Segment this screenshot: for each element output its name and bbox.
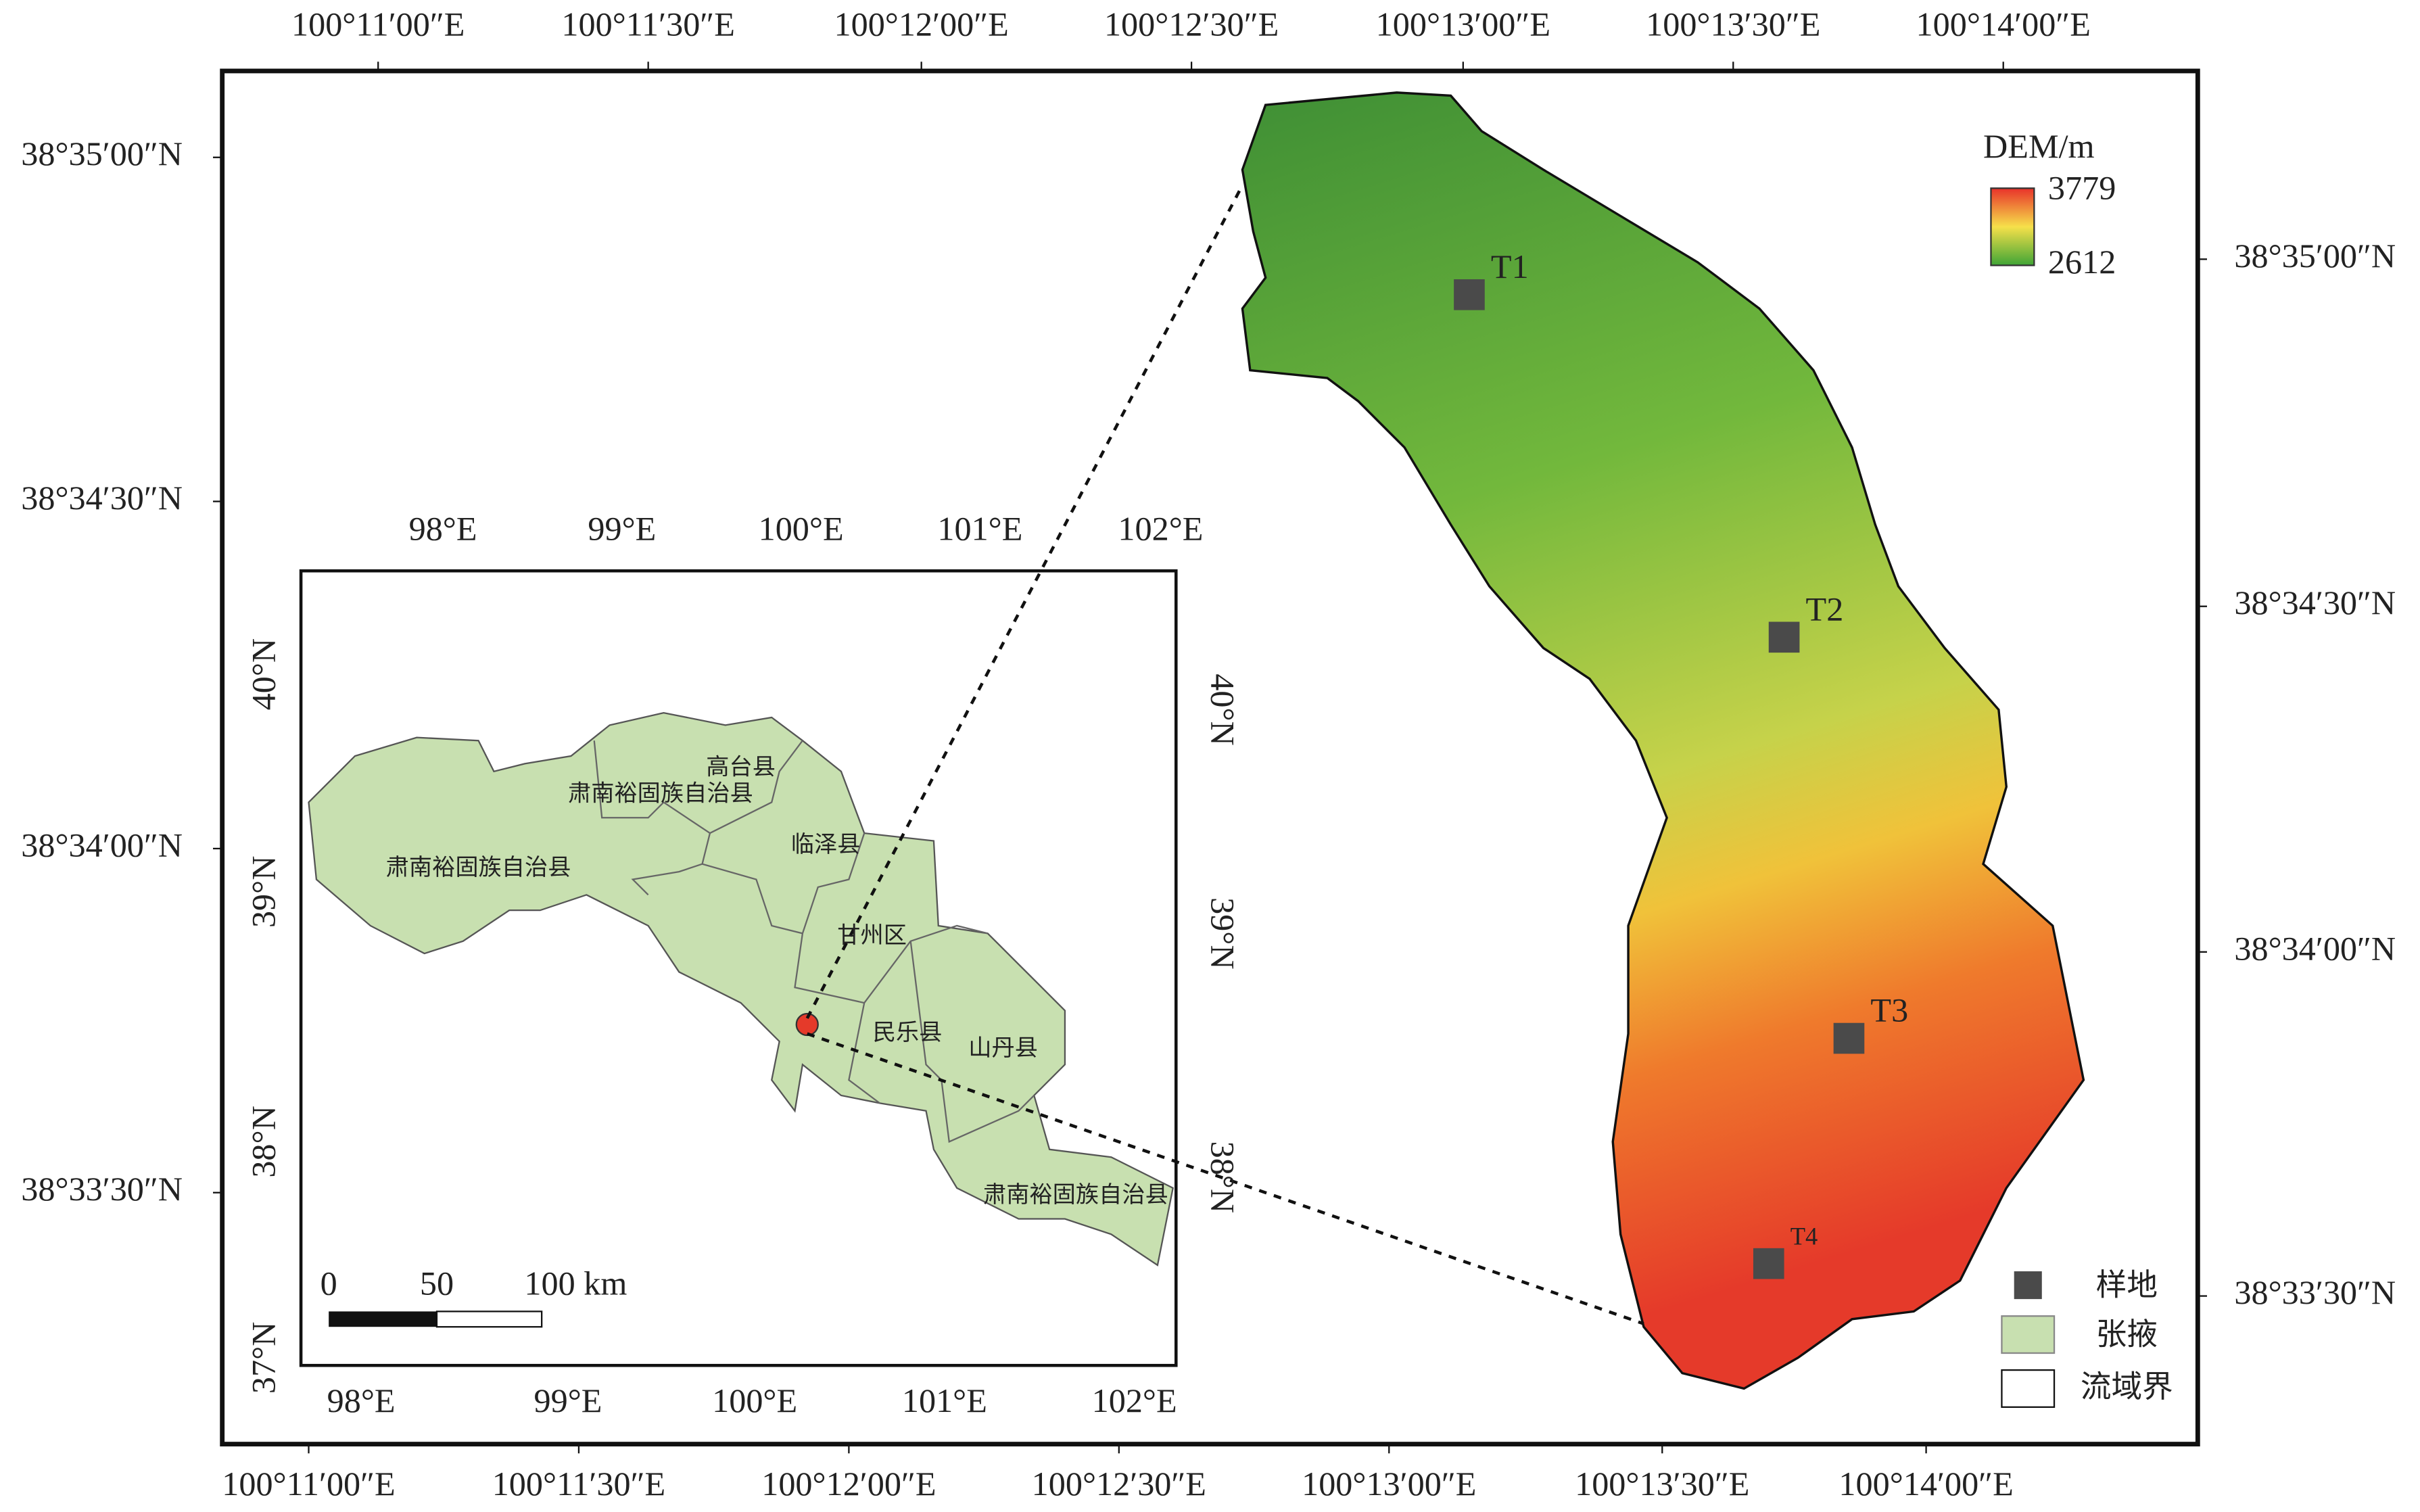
left-label: 38°34′30″N	[21, 479, 183, 517]
bottom-label: 100°11′00″E	[222, 1465, 395, 1503]
sample-label: T2	[1806, 590, 1844, 628]
bottom-label: 100°14′00″E	[1838, 1465, 2013, 1503]
right-label: 38°34′30″N	[2234, 584, 2396, 621]
map-frame	[220, 68, 2200, 1447]
legend-basin-icon	[2001, 1369, 2056, 1408]
left-label: 38°35′00″N	[21, 135, 183, 172]
top-label: 100°13′00″E	[1376, 5, 1550, 43]
top-label: 100°12′00″E	[834, 5, 1009, 43]
county-label: 肃南裕固族自治县	[983, 1181, 1168, 1208]
sample-label: T1	[1491, 247, 1529, 285]
legend-ramp	[1990, 187, 2035, 266]
scale-label: 50	[420, 1264, 454, 1302]
scale-bar	[329, 1311, 437, 1327]
county-label: 肃南裕固族自治县	[386, 854, 571, 881]
right-label: 38°35′00″N	[2234, 237, 2396, 275]
inset-bottom-label: 99°E	[533, 1381, 602, 1419]
sample-label: T4	[1790, 1223, 1818, 1250]
inset-bottom-label: 102°E	[1092, 1381, 1177, 1419]
inset-top-label: 98°E	[409, 510, 477, 548]
scale-label: 100 km	[524, 1264, 627, 1302]
inset-top-label: 101°E	[937, 510, 1022, 548]
top-label: 100°14′00″E	[1916, 5, 2091, 43]
legend-title: DEM/m	[1983, 127, 2095, 165]
top-label: 100°12′30″E	[1104, 5, 1279, 43]
county-label: 山丹县	[968, 1035, 1038, 1062]
inset-top-label: 99°E	[588, 510, 656, 548]
sample-plot	[1833, 1022, 1865, 1054]
sample-plot	[1753, 1248, 1784, 1279]
inset-right-label: 40°N	[1204, 674, 1242, 745]
legend-item: 样地	[2096, 1267, 2158, 1302]
bottom-label: 100°11′30″E	[492, 1465, 665, 1503]
inset-frame	[299, 569, 1178, 1367]
left-label: 38°33′30″N	[21, 1170, 183, 1208]
legend-max: 3779	[2048, 168, 2116, 206]
zhangye	[308, 711, 1175, 1267]
bottom-label: 100°13′30″E	[1575, 1465, 1749, 1503]
leader-line	[805, 184, 1244, 1019]
county-label: 临泽县	[791, 831, 861, 858]
county-boundaries	[593, 740, 1035, 1143]
inset-bottom-label: 98°E	[327, 1381, 396, 1419]
right-label: 38°33′30″N	[2234, 1273, 2396, 1311]
inset-left-label: 39°N	[244, 856, 282, 928]
inset-left-label: 38°N	[244, 1106, 282, 1177]
legend-item: 张掖	[2096, 1316, 2158, 1352]
inset-bottom-label: 100°E	[712, 1381, 797, 1419]
top-label: 100°11′30″E	[561, 5, 734, 43]
county-label: 甘州区	[837, 922, 907, 949]
county-label: 高台县	[706, 754, 776, 781]
scale-bar	[435, 1310, 543, 1328]
county-label: 民乐县	[873, 1019, 943, 1046]
top-label: 100°11′00″E	[291, 5, 465, 43]
inset-top-label: 100°E	[759, 510, 844, 548]
scale-label: 0	[321, 1264, 337, 1302]
legend-zhangye-icon	[2001, 1315, 2056, 1354]
basin	[1241, 91, 2085, 1390]
left-label: 38°34′00″N	[21, 826, 183, 864]
bottom-label: 100°12′00″E	[761, 1465, 936, 1503]
inset-top-label: 102°E	[1118, 510, 1203, 548]
inset-left-label: 40°N	[244, 638, 282, 710]
sample-label: T3	[1870, 991, 1908, 1029]
sample-plot	[1768, 621, 1800, 653]
legend-min: 2612	[2048, 243, 2116, 281]
bottom-label: 100°13′00″E	[1302, 1465, 1476, 1503]
bottom-label: 100°12′30″E	[1032, 1465, 1206, 1503]
sample-plot	[1454, 279, 1485, 310]
inset-left-label: 37°N	[244, 1322, 282, 1394]
county-label: 肃南裕固族自治县	[568, 780, 753, 807]
legend-item: 流域界	[2081, 1369, 2173, 1404]
inset-right-label: 39°N	[1204, 897, 1242, 969]
inset-right-label: 38°N	[1204, 1141, 1242, 1213]
top-label: 100°13′30″E	[1646, 5, 1820, 43]
legend-sample-icon	[2014, 1271, 2042, 1300]
inset-bottom-label: 101°E	[902, 1381, 987, 1419]
right-label: 38°34′00″N	[2234, 929, 2396, 967]
